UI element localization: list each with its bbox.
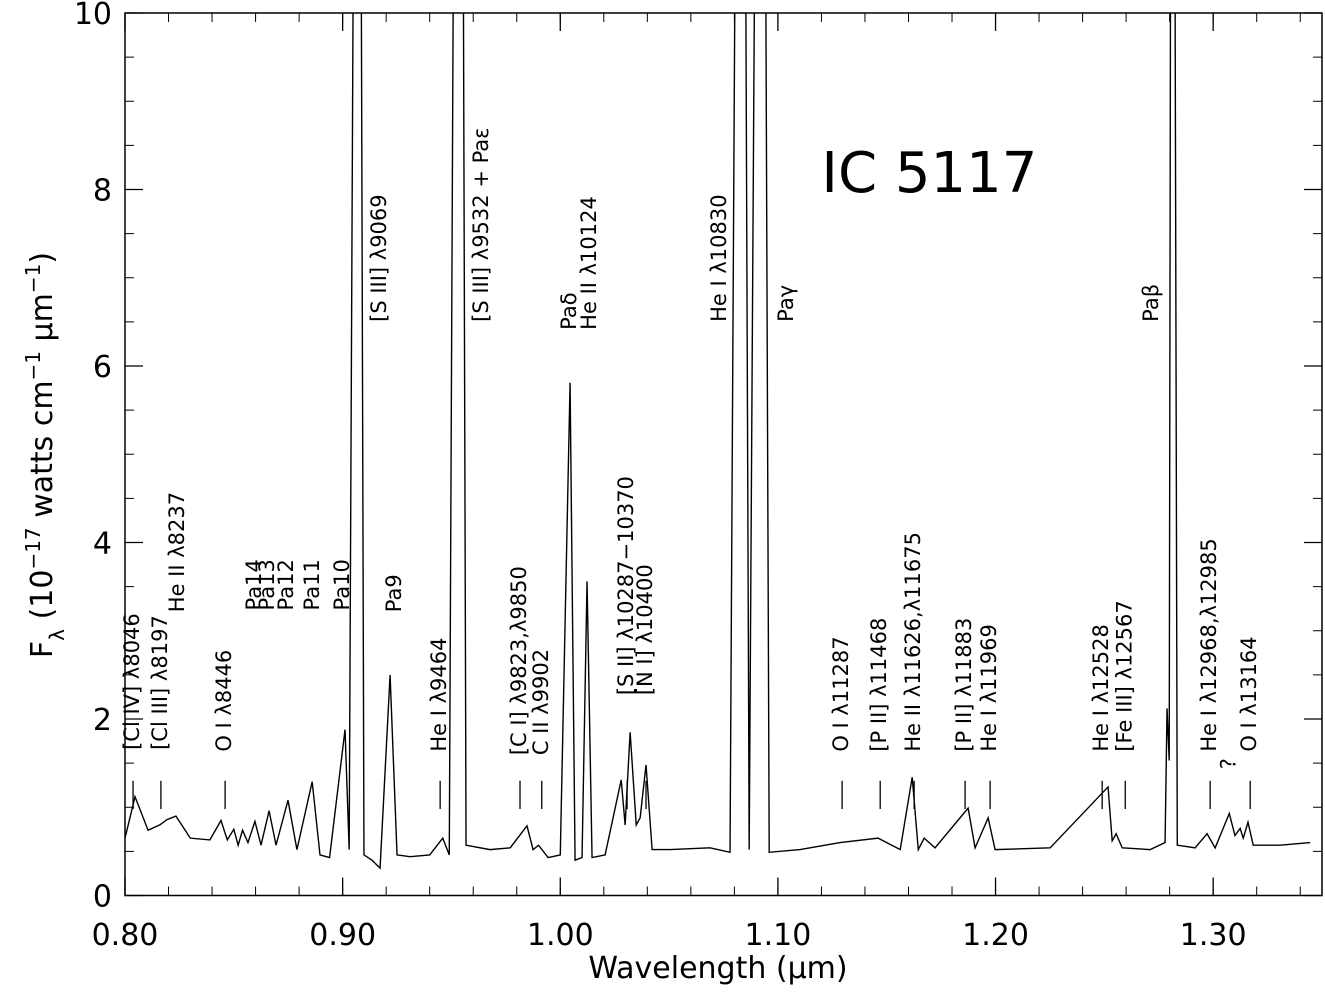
x-tick-label: 0.80	[92, 918, 159, 953]
y-tick-label: 6	[93, 350, 112, 385]
line-id-label: Pa14	[242, 559, 266, 610]
line-id-label: Pa11	[300, 559, 324, 610]
y-tick-label: 4	[93, 527, 112, 562]
line-id-label: O I λ13164	[1237, 636, 1261, 751]
line-id-label: O I λ8446	[212, 650, 236, 752]
line-id-label: Paγ	[774, 285, 798, 322]
line-id-label: [P II] λ11883	[952, 618, 976, 752]
y-axis-label-part: )	[25, 252, 60, 264]
line-id-label: [Cl IV] λ8046	[120, 613, 144, 750]
x-tick-label: 1.30	[1180, 918, 1247, 953]
y-axis-label-part: F	[25, 641, 60, 658]
line-id-label: He I λ12968,λ12985	[1197, 538, 1221, 751]
y-axis-label-part: λ	[45, 629, 69, 641]
line-id-label: Pa9	[382, 574, 406, 612]
y-axis-label-part: (10	[25, 570, 60, 629]
line-id-label: He I λ9464	[427, 638, 451, 752]
line-id-label: He I λ10830	[707, 194, 731, 322]
line-id-label: Pa10	[330, 559, 354, 610]
line-id-label: [N I] λ10400	[633, 564, 657, 695]
line-id-label: [C I] λ9823,λ9850	[507, 566, 531, 755]
line-id-label: Paβ	[1139, 284, 1163, 322]
line-id-label: [Fe III] λ12567	[1112, 600, 1136, 751]
line-id-label: He I λ11969	[977, 624, 1001, 752]
y-axis-label: Fλ (10−17 watts cm−1 µm−1)	[21, 252, 69, 658]
x-tick-label: 1.10	[745, 918, 812, 953]
line-id-label: He II λ10124	[577, 196, 601, 330]
plot-frame	[124, 12, 1323, 897]
line-id-label: He I λ12528	[1089, 624, 1113, 752]
y-axis-label-part: µm	[25, 293, 60, 351]
line-id-label: [Cl III] λ8197	[148, 615, 172, 750]
chart-title: IC 5117	[821, 141, 1037, 206]
x-tick-label: 1.00	[527, 918, 594, 953]
y-axis-label-part: −1	[21, 351, 45, 380]
line-id-label: Pa13	[255, 559, 279, 610]
y-tick-label: 8	[93, 174, 112, 209]
y-axis-label-part: watts cm	[25, 380, 60, 527]
spectrum-line	[125, 13, 1311, 870]
y-axis-label-part: −1	[21, 264, 45, 293]
y-axis-label-part: −17	[21, 527, 45, 569]
line-id-label: Paδ	[557, 292, 581, 329]
x-axis-label: Wavelength (µm)	[588, 951, 847, 986]
line-id-label: He II λ8237	[165, 492, 189, 612]
line-id-label: O I λ11287	[829, 636, 853, 751]
line-id-label: C II λ9902	[529, 649, 553, 755]
line-id-label: He II λ11626,λ11675	[901, 532, 925, 752]
line-id-label: [S III] λ9532 + Paε	[469, 127, 493, 321]
line-id-label: [S II] λ10287−10370	[614, 476, 638, 695]
line-id-label: [S III] λ9069	[367, 194, 391, 322]
x-tick-label: 0.90	[309, 918, 376, 953]
y-tick-label: 0	[93, 880, 112, 915]
y-tick-label: 10	[74, 0, 112, 32]
line-id-label: Pa12	[274, 559, 298, 610]
x-tick-label: 1.20	[962, 918, 1029, 953]
line-id-label: ?	[1217, 758, 1241, 769]
y-tick-label: 2	[93, 703, 112, 738]
line-id-label: [P II] λ11468	[867, 618, 891, 752]
